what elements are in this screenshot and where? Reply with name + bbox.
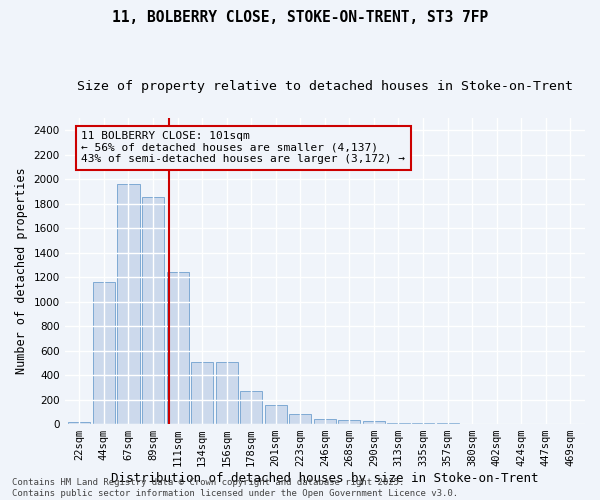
Bar	[142, 198, 164, 424]
Text: 11, BOLBERRY CLOSE, STOKE-ON-TRENT, ST3 7FP: 11, BOLBERRY CLOSE, STOKE-ON-TRENT, ST3 …	[112, 10, 488, 25]
Bar	[215, 362, 238, 424]
Bar	[93, 282, 115, 424]
Bar	[412, 423, 434, 424]
Title: Size of property relative to detached houses in Stoke-on-Trent: Size of property relative to detached ho…	[77, 80, 573, 93]
Bar	[363, 421, 385, 424]
Y-axis label: Number of detached properties: Number of detached properties	[15, 168, 28, 374]
Bar	[314, 419, 336, 424]
Bar	[240, 391, 262, 424]
Bar	[388, 422, 410, 424]
Bar	[289, 414, 311, 424]
X-axis label: Distribution of detached houses by size in Stoke-on-Trent: Distribution of detached houses by size …	[111, 472, 539, 485]
Bar	[118, 184, 140, 424]
Text: 11 BOLBERRY CLOSE: 101sqm
← 56% of detached houses are smaller (4,137)
43% of se: 11 BOLBERRY CLOSE: 101sqm ← 56% of detac…	[82, 132, 406, 164]
Bar	[167, 272, 188, 424]
Bar	[265, 405, 287, 424]
Text: Contains HM Land Registry data © Crown copyright and database right 2025.
Contai: Contains HM Land Registry data © Crown c…	[12, 478, 458, 498]
Bar	[338, 420, 361, 424]
Bar	[191, 362, 213, 424]
Bar	[68, 422, 91, 424]
